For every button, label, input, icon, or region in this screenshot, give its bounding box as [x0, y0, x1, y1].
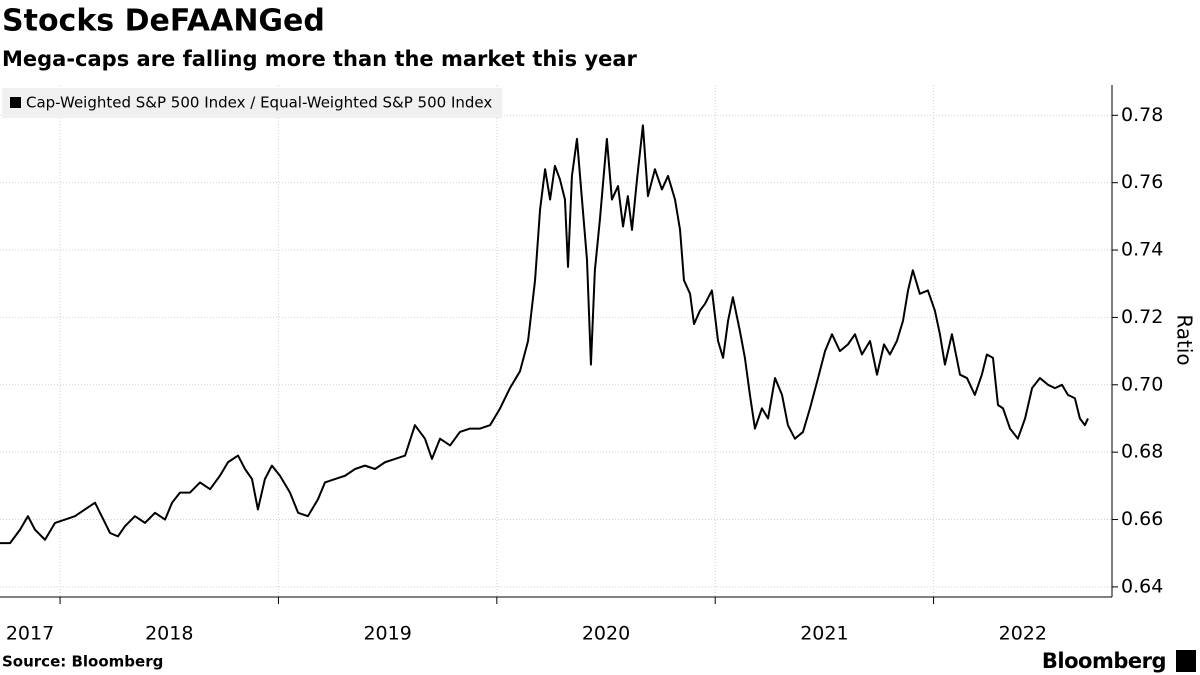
y-tick-label: 0.78	[1121, 104, 1163, 126]
source: Source: Bloomberg	[2, 653, 163, 671]
y-axis-label: Ratio	[1173, 314, 1197, 365]
brand-icon	[1176, 650, 1196, 672]
x-tick-label: 2021	[800, 623, 848, 645]
brand: Bloomberg	[1042, 649, 1166, 673]
chart-title: Stocks DeFAANGed	[2, 4, 325, 39]
y-tick-label: 0.64	[1121, 575, 1163, 597]
legend: Cap-Weighted S&P 500 Index / Equal-Weigh…	[2, 88, 503, 118]
x-tick-label: 2019	[363, 623, 411, 645]
legend-swatch	[10, 97, 21, 108]
y-tick-label: 0.72	[1121, 306, 1163, 328]
y-tick-label: 0.70	[1121, 373, 1163, 395]
legend-label: Cap-Weighted S&P 500 Index / Equal-Weigh…	[26, 94, 492, 112]
y-tick-label: 0.66	[1121, 508, 1163, 530]
x-tick-label: 2022	[999, 623, 1047, 645]
y-tick-label: 0.74	[1121, 239, 1163, 261]
y-tick-label: 0.68	[1121, 441, 1163, 463]
x-tick-label: 2020	[582, 623, 630, 645]
legend-box	[2, 88, 503, 118]
x-tick-label: 2017	[6, 623, 54, 645]
chart-subtitle: Mega-caps are falling more than the mark…	[2, 47, 637, 71]
data-line	[0, 124, 1089, 545]
y-tick-label: 0.76	[1121, 171, 1163, 193]
x-tick-label: 2018	[145, 623, 193, 645]
